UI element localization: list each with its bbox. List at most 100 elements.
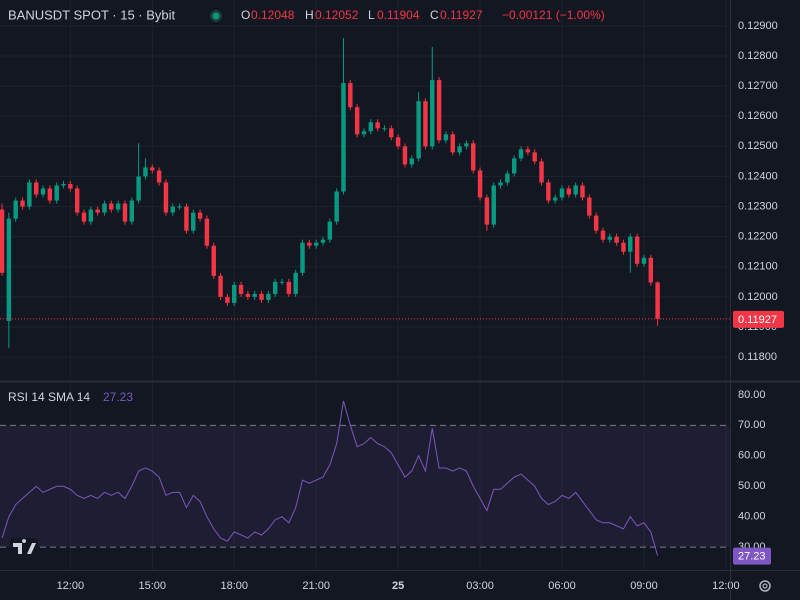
- candle-body: [505, 173, 510, 183]
- candle-body: [170, 206, 175, 213]
- candle-body: [430, 80, 435, 147]
- y-tick-label: 0.12900: [738, 20, 778, 32]
- indicator-title[interactable]: RSI 14 SMA 14: [8, 390, 90, 404]
- settings-gear[interactable]: [759, 580, 771, 592]
- candle-body: [252, 293, 257, 297]
- y-tick-label: 70.00: [738, 419, 766, 431]
- candle-body: [47, 188, 53, 201]
- y-tick-label: 0.12600: [738, 110, 778, 122]
- candle-body: [13, 200, 18, 219]
- candle-body: [566, 188, 572, 195]
- candle-body: [539, 161, 544, 183]
- candle-body: [218, 275, 223, 297]
- candle-body: [580, 185, 585, 198]
- candle-body: [491, 185, 496, 225]
- x-tick-label: 12:00: [712, 580, 740, 592]
- x-tick-label: 12:00: [57, 580, 85, 592]
- y-tick-label: 0.12700: [738, 80, 778, 92]
- candle-body: [54, 185, 59, 201]
- candle-body: [436, 80, 442, 141]
- candle-body: [68, 183, 73, 189]
- candle-body: [368, 122, 374, 132]
- last-price-tag: [733, 310, 784, 328]
- tradingview-logo[interactable]: [10, 538, 38, 558]
- candle-body: [614, 236, 619, 243]
- candle-body: [129, 200, 135, 222]
- candle-body: [341, 83, 346, 192]
- candle-body: [641, 257, 647, 264]
- candle-body: [115, 203, 121, 210]
- candle-body: [552, 197, 558, 201]
- symbol-title[interactable]: BANUSDT SPOT · 15 · Bybit: [8, 7, 176, 22]
- ohlc-value: 0.12052: [315, 8, 359, 22]
- candle-body: [573, 185, 578, 195]
- candle-body: [361, 131, 367, 135]
- candle-body: [423, 101, 428, 147]
- candle-body: [95, 209, 100, 213]
- candle-body: [621, 242, 626, 252]
- y-tick-label: 0.12200: [738, 231, 778, 243]
- candle-body: [225, 296, 230, 303]
- candle-body: [409, 158, 414, 165]
- x-tick-label: 03:00: [466, 580, 494, 592]
- marks: [0, 37, 730, 556]
- rsi-tag-label: 27.23: [738, 551, 766, 563]
- y-tick-label: 0.12400: [738, 170, 778, 182]
- y-tick-label: 40.00: [738, 511, 766, 523]
- candle-body: [648, 257, 654, 283]
- candle-body: [477, 170, 483, 198]
- ohlc-label: O: [241, 8, 250, 22]
- candle-body: [272, 281, 278, 294]
- candle-body: [109, 203, 114, 210]
- candle-body: [471, 143, 476, 171]
- candle-body: [259, 293, 264, 300]
- candle-body: [600, 230, 606, 240]
- candle-body: [307, 242, 312, 246]
- candle-body: [102, 203, 107, 213]
- candle-body: [20, 200, 25, 207]
- candle-body: [402, 146, 408, 165]
- rsi-band: [0, 425, 730, 548]
- candle-body: [81, 212, 87, 222]
- x-tick-label: 25: [392, 580, 404, 592]
- candle-body: [443, 134, 449, 141]
- rsi-tag: [733, 547, 771, 565]
- candle-body: [587, 197, 592, 216]
- candle-body: [511, 158, 517, 174]
- candle-body: [293, 272, 298, 294]
- y-tick-label: 80.00: [738, 389, 766, 401]
- y-tick-label: 0.11800: [738, 351, 777, 363]
- y-tick-label: 0.12000: [738, 291, 778, 303]
- candle-body: [559, 188, 565, 198]
- candle-body: [279, 281, 285, 283]
- candle-body: [156, 170, 162, 183]
- candle-body: [40, 188, 46, 195]
- grid: 12:00 15:00 18:00 21:00 25 03:00 06:00 09:00 12:…: [0, 0, 778, 592]
- candle-body: [245, 293, 251, 297]
- x-tick-label: 18:00: [220, 580, 248, 592]
- x-tick-label: 09:00: [630, 580, 658, 592]
- rsi-line: [1, 400, 659, 556]
- y-tick-label: 0.12100: [738, 261, 778, 273]
- candle-body: [61, 183, 66, 186]
- x-tick-label: 06:00: [548, 580, 576, 592]
- ohlc-value: 0.11904: [377, 8, 420, 22]
- candle-body: [232, 284, 237, 303]
- candle-body: [464, 143, 469, 147]
- y-tick-label: 50.00: [738, 480, 766, 492]
- candle-body: [532, 152, 537, 162]
- candle-body: [184, 206, 189, 231]
- price-tags: 0.11927 27.23: [733, 310, 784, 565]
- candle-body: [88, 209, 94, 222]
- candle-body: [177, 206, 182, 208]
- ohlc-value: 0.12048: [251, 8, 295, 22]
- candle-body: [150, 167, 155, 171]
- candle-body: [634, 236, 640, 264]
- ohlc-label: H: [305, 8, 314, 22]
- candle-body: [484, 197, 490, 225]
- y-tick-label: 0.12500: [738, 140, 778, 152]
- candle-body: [389, 128, 394, 138]
- y-tick-label: 60.00: [738, 450, 766, 462]
